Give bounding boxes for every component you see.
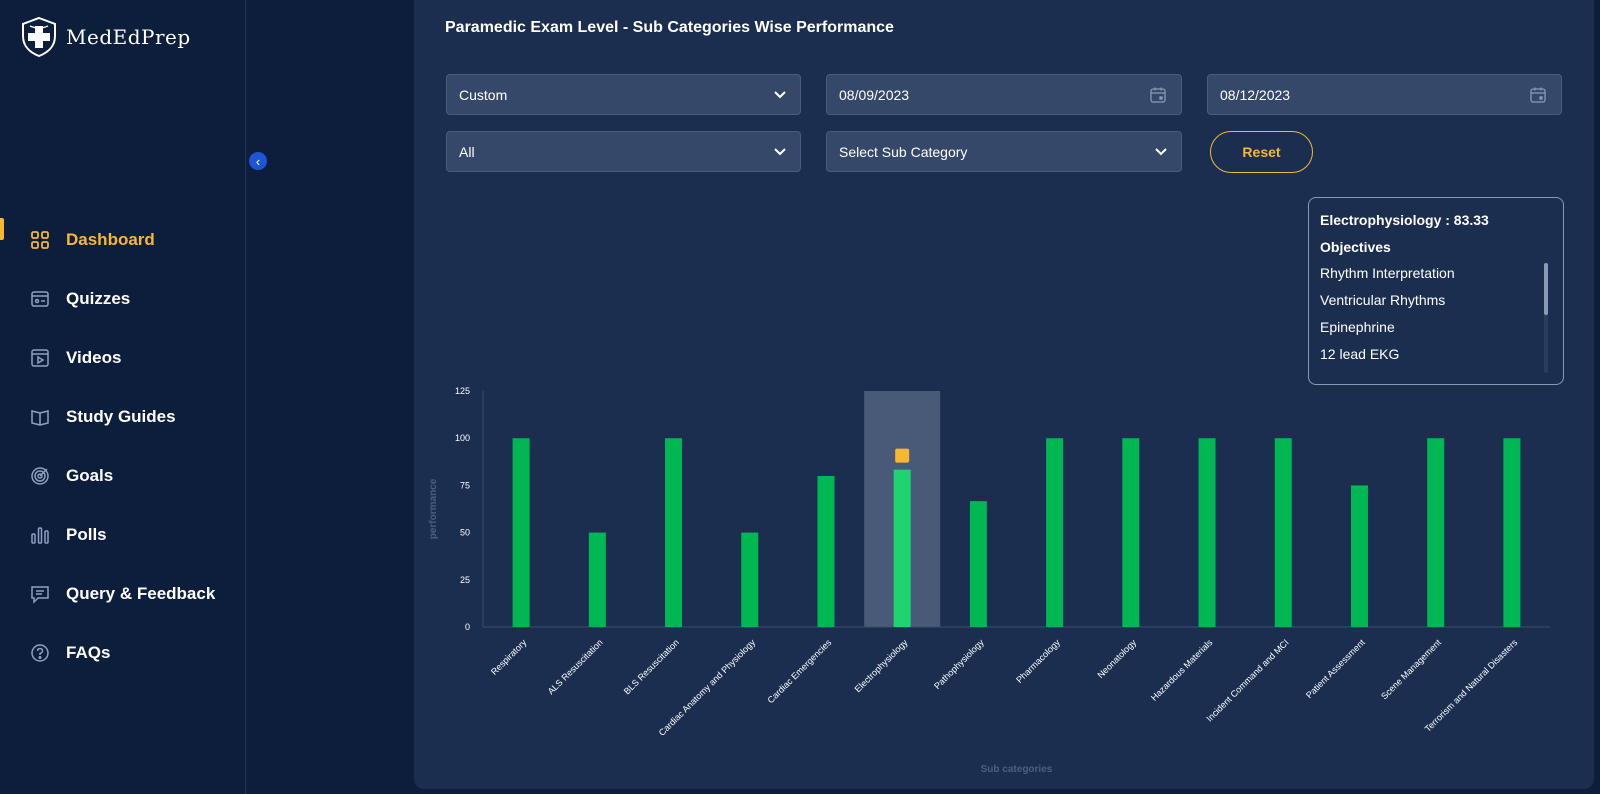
collapse-sidebar-button[interactable]: ‹ (247, 150, 269, 172)
x-tick-label: Cardiac Emergencies (765, 637, 833, 705)
sidebar-item-label: Videos (66, 347, 122, 367)
date-range-select[interactable]: Custom (446, 74, 801, 115)
tooltip-header: Electrophysiology : 83.33 (1320, 212, 1489, 228)
chevron-left-icon: ‹ (255, 153, 261, 169)
chevron-down-icon (774, 148, 786, 156)
bar[interactable] (1350, 485, 1368, 627)
sidebar-item-goals[interactable]: Goals (0, 446, 246, 505)
brand-name: MedEdPrep (66, 25, 191, 49)
sidebar-nav: Dashboard Quizzes Videos Study Guides Go… (0, 210, 246, 682)
calendar-icon[interactable] (1529, 86, 1547, 104)
bar[interactable] (512, 438, 530, 627)
tooltip-objectives-label: Objectives (1320, 239, 1391, 255)
y-tick-label: 0 (465, 622, 470, 632)
x-tick-label: BLS Resuscitation (622, 637, 681, 696)
end-date-value: 08/12/2023 (1220, 86, 1291, 103)
bar[interactable] (1427, 438, 1445, 627)
sidebar-item-label: FAQs (66, 642, 111, 662)
bar[interactable] (817, 475, 835, 627)
chart-tooltip: Electrophysiology : 83.33 Objectives Rhy… (1308, 197, 1564, 385)
chevron-down-icon (1155, 148, 1167, 156)
subcategory-value: Select Sub Category (839, 143, 968, 160)
y-tick-label: 100 (455, 433, 470, 443)
y-tick-label: 125 (455, 386, 470, 396)
feedback-icon (30, 584, 50, 604)
x-tick-label: Electrophysiology (853, 637, 910, 694)
tooltip-objective: Rhythm Interpretation (1320, 265, 1455, 281)
sidebar-item-query-feedback[interactable]: Query & Feedback (0, 564, 246, 623)
sidebar-item-study-guides[interactable]: Study Guides (0, 387, 246, 446)
bar[interactable] (1274, 438, 1292, 627)
start-date-value: 08/09/2023 (839, 86, 910, 103)
bar[interactable] (1122, 438, 1140, 627)
sidebar-item-label: Dashboard (66, 229, 155, 249)
scrollbar-thumb[interactable] (1544, 263, 1548, 315)
sidebar-item-label: Quizzes (66, 288, 131, 308)
sidebar-item-faqs[interactable]: FAQs (0, 623, 246, 682)
sidebar-item-dashboard[interactable]: Dashboard (0, 210, 246, 269)
date-range-value: Custom (459, 86, 508, 103)
dashboard-icon (30, 230, 50, 250)
y-tick-label: 75 (460, 480, 470, 490)
target-icon (30, 466, 50, 486)
bar[interactable] (1503, 438, 1521, 627)
sidebar-item-videos[interactable]: Videos (0, 328, 246, 387)
sidebar-item-quizzes[interactable]: Quizzes (0, 269, 246, 328)
tooltip-objective: Epinephrine (1320, 319, 1395, 335)
x-tick-label: Incident Command and MCI (1204, 637, 1290, 723)
x-tick-label: Patient Assessment (1304, 637, 1367, 700)
help-icon (30, 643, 50, 663)
chevron-down-icon (774, 91, 786, 99)
category-select[interactable]: All (446, 131, 801, 172)
tooltip-objective: 12 lead EKG (1320, 346, 1400, 362)
tooltip-marker (895, 448, 910, 463)
performance-chart: 0 25 50 75 100 125 performance Respiratory ALS R… (428, 386, 1550, 775)
bar[interactable] (741, 532, 759, 627)
start-date-input[interactable]: 08/09/2023 (826, 74, 1182, 115)
poll-icon (30, 525, 50, 545)
x-axis-label: Sub categories (981, 764, 1053, 775)
reset-button[interactable]: Reset (1210, 131, 1313, 173)
x-tick-label: Pharmacology (1014, 637, 1062, 685)
tooltip-scrollbar[interactable] (1544, 263, 1548, 373)
x-tick-label: Hazardous Materials (1149, 637, 1215, 703)
x-tick-label: ALS Resuscitation (546, 637, 605, 696)
sidebar-item-polls[interactable]: Polls (0, 505, 246, 564)
sidebar-item-label: Goals (66, 465, 114, 485)
tooltip-objective: Ventricular Rhythms (1320, 292, 1446, 308)
x-tick-label: Respiratory (489, 637, 529, 677)
sidebar-item-label: Query & Feedback (66, 583, 216, 603)
bar[interactable] (893, 469, 911, 627)
bar[interactable] (1198, 438, 1216, 627)
y-tick-label: 25 (460, 575, 470, 585)
category-value: All (459, 143, 475, 160)
shield-cross-icon (22, 16, 56, 58)
bar[interactable] (969, 501, 987, 627)
sidebar-item-label: Study Guides (66, 406, 176, 426)
bar[interactable] (588, 532, 606, 627)
calendar-icon[interactable] (1149, 86, 1167, 104)
video-icon (30, 348, 50, 368)
x-tick-label: Neonatology (1095, 637, 1138, 680)
y-axis-label: performance (428, 478, 439, 539)
x-tick-label: Pathophysiology (932, 637, 986, 691)
y-tick-label: 50 (460, 528, 470, 538)
x-tick-label: Terrorism and Natural Disasters (1423, 637, 1520, 734)
sidebar-item-label: Polls (66, 524, 107, 544)
sidebar: MedEdPrep Dashboard Quizzes Videos Study… (0, 0, 246, 794)
brand-logo[interactable]: MedEdPrep (20, 16, 191, 58)
end-date-input[interactable]: 08/12/2023 (1207, 74, 1562, 115)
bar[interactable] (665, 438, 683, 627)
book-icon (30, 407, 50, 427)
x-tick-label: Scene Management (1379, 637, 1443, 701)
bar[interactable] (1046, 438, 1064, 627)
page-title: Paramedic Exam Level - Sub Categories Wi… (445, 19, 894, 36)
quiz-icon (30, 289, 50, 309)
subcategory-select[interactable]: Select Sub Category (826, 131, 1182, 172)
